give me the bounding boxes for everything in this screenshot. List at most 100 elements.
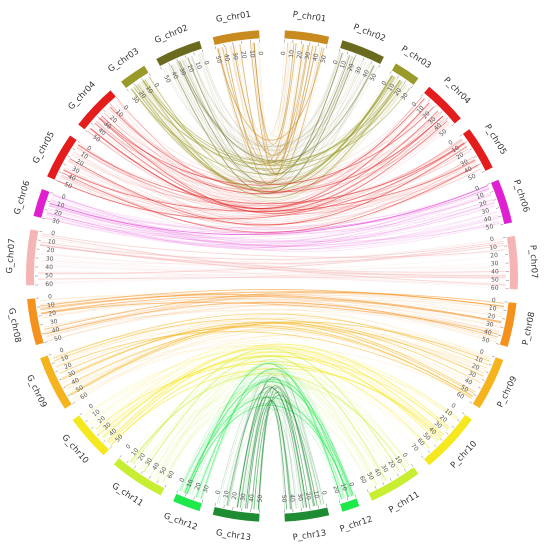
synteny-link (89, 340, 447, 432)
synteny-link (251, 42, 321, 182)
tick-mark (148, 73, 151, 77)
synteny-link (68, 160, 478, 225)
synteny-link (143, 355, 387, 481)
tick-label: 50 (481, 336, 491, 345)
tick-label: 30 (427, 116, 437, 126)
chromosome-label-p-chr11: P_chr11 (387, 490, 421, 516)
synteny-link (65, 321, 491, 387)
synteny-link (38, 264, 506, 279)
tick-mark (498, 335, 502, 337)
tick-label: 60 (491, 284, 499, 291)
tick-label: 30 (485, 320, 494, 329)
synteny-link (52, 193, 500, 250)
synteny-link (69, 321, 476, 395)
synteny-link (141, 353, 386, 482)
tick-mark (160, 66, 163, 70)
tick-label: 30 (67, 369, 77, 379)
synteny-link (147, 77, 400, 198)
synteny-link (45, 185, 488, 246)
synteny-link (219, 43, 302, 184)
synteny-link (61, 318, 485, 379)
chromosome-blocks (26, 30, 518, 522)
tick-label: 10 (475, 192, 485, 201)
synteny-link (167, 61, 367, 188)
synteny-link (73, 151, 476, 228)
tick-label: 50 (467, 173, 477, 183)
synteny-link (201, 369, 345, 500)
synteny-link (171, 57, 356, 171)
chromosome-label-g-chr11: G_chr11 (110, 481, 145, 509)
synteny-link (73, 329, 485, 400)
synteny-link (40, 239, 505, 262)
synteny-link (131, 372, 378, 486)
synteny-link (95, 119, 447, 192)
synteny-link (242, 408, 325, 509)
chromosome-label-p-chr12: P_chr12 (339, 514, 374, 534)
tick-label: 20 (108, 114, 118, 124)
tick-label: 30 (71, 165, 81, 175)
chromosome-label-g-chr13: G_chr13 (215, 528, 251, 543)
tick-mark (389, 71, 392, 75)
tick-label: 40 (312, 53, 320, 62)
tick-mark (445, 117, 449, 120)
synteny-link (164, 361, 398, 485)
tick-label: 30 (102, 421, 112, 431)
synteny-link (44, 293, 505, 333)
tick-label: 20 (137, 90, 147, 100)
synteny-link (102, 346, 445, 439)
tick-label: 40 (67, 173, 77, 183)
tick-label: 10 (47, 301, 56, 309)
synteny-link (190, 56, 371, 151)
tick-label: 0 (450, 402, 457, 410)
tick-mark (168, 62, 171, 66)
synteny-link (177, 61, 370, 158)
tick-label: 20 (46, 247, 55, 255)
tick-label: 20 (471, 362, 481, 372)
tick-label: 60 (166, 470, 176, 480)
synteny-link (97, 344, 423, 456)
tick-label: 0 (280, 51, 287, 55)
tick-mark (404, 468, 407, 472)
synteny-link (40, 240, 506, 269)
synteny-link (134, 73, 391, 183)
synteny-link (45, 202, 495, 248)
synteny-link (39, 244, 507, 277)
tick-label: 30 (400, 91, 410, 101)
synteny-link (49, 189, 490, 234)
tick-mark (133, 83, 136, 86)
synteny-link (39, 293, 503, 317)
tick-label: 30 (51, 217, 60, 226)
synteny-link (41, 297, 498, 340)
synteny-link (66, 326, 491, 389)
tick-mark (42, 332, 46, 335)
synteny-link (232, 45, 314, 151)
tick-mark (40, 324, 44, 326)
synteny-link (222, 403, 294, 510)
synteny-link (61, 325, 473, 397)
tick-label: 10 (91, 408, 101, 418)
synteny-link (38, 267, 506, 285)
synteny-link (154, 369, 378, 486)
synteny-link (46, 292, 504, 338)
synteny-link (45, 215, 499, 248)
synteny-link (182, 52, 341, 174)
synteny-link (237, 396, 288, 510)
chromosome-label-p-chr09: P_chr09 (496, 375, 520, 410)
synteny-link (183, 58, 375, 191)
synteny-link (108, 357, 458, 444)
chromosome-label-g-chr09: G_chr09 (24, 373, 48, 409)
synteny-link (179, 362, 353, 496)
tick-label: 70 (409, 442, 419, 452)
chromosome-label-g-chr06: G_chr06 (12, 179, 32, 216)
tick-label: 40 (51, 326, 60, 335)
tick-label: 60 (455, 391, 465, 401)
tick-label: 10 (474, 355, 484, 364)
synteny-link (46, 199, 494, 246)
synteny-link (41, 302, 499, 335)
tick-label: 10 (144, 85, 154, 95)
synteny-link (89, 350, 459, 424)
tick-mark (126, 88, 129, 92)
tick-mark (317, 43, 319, 47)
chromosome-label-p-chr13: P_chr13 (292, 528, 327, 543)
tick-mark (434, 444, 437, 447)
